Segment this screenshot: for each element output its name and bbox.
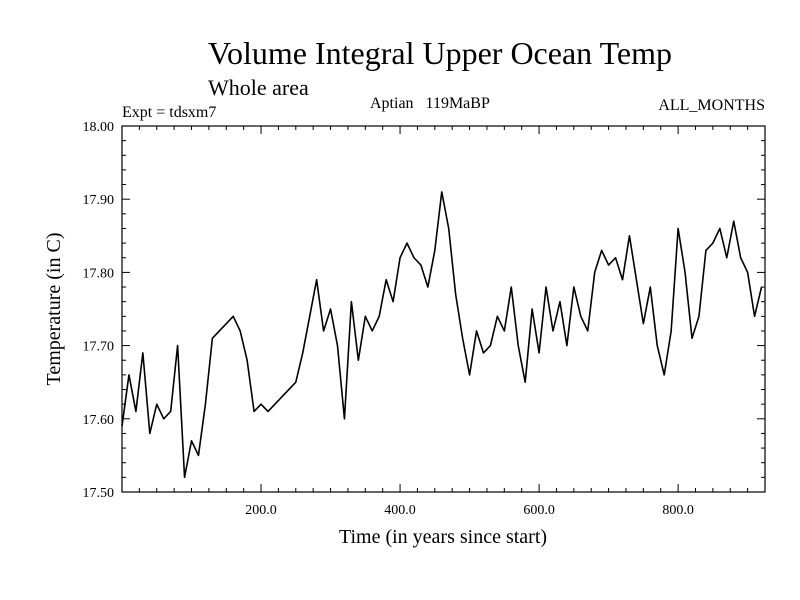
x-axis-tick-labels: 200.0 400.0 600.0 800.0 bbox=[245, 503, 694, 518]
x-tick-label: 600.0 bbox=[523, 503, 555, 518]
chart-title: Volume Integral Upper Ocean Temp bbox=[208, 35, 672, 71]
series-line bbox=[121, 191, 763, 479]
y-axis-ticks bbox=[122, 125, 765, 493]
x-tick-label: 200.0 bbox=[245, 503, 277, 518]
y-tick-label: 17.80 bbox=[83, 266, 115, 281]
y-tick-label: 17.50 bbox=[83, 486, 115, 501]
x-axis-ticks bbox=[138, 126, 749, 492]
y-tick-label: 17.90 bbox=[83, 193, 115, 208]
x-tick-label: 800.0 bbox=[662, 503, 694, 518]
y-tick-label: 17.70 bbox=[83, 340, 115, 355]
y-axis-label: Temperature (in C) bbox=[43, 233, 65, 386]
y-axis-tick-labels: 17.50 17.60 17.70 17.80 17.90 18.00 bbox=[83, 120, 115, 501]
experiment-label: Expt = tdsxm7 bbox=[122, 104, 216, 121]
y-tick-label: 18.00 bbox=[83, 120, 115, 135]
x-axis-label: Time (in years since start) bbox=[339, 526, 547, 548]
months-label: ALL_MONTHS bbox=[658, 97, 765, 114]
chart-subtitle: Whole area bbox=[208, 75, 309, 100]
y-tick-label: 17.60 bbox=[83, 413, 115, 428]
period-label: Aptian 119MaBP bbox=[370, 95, 490, 112]
plot-frame bbox=[121, 125, 766, 493]
x-tick-label: 400.0 bbox=[384, 503, 416, 518]
